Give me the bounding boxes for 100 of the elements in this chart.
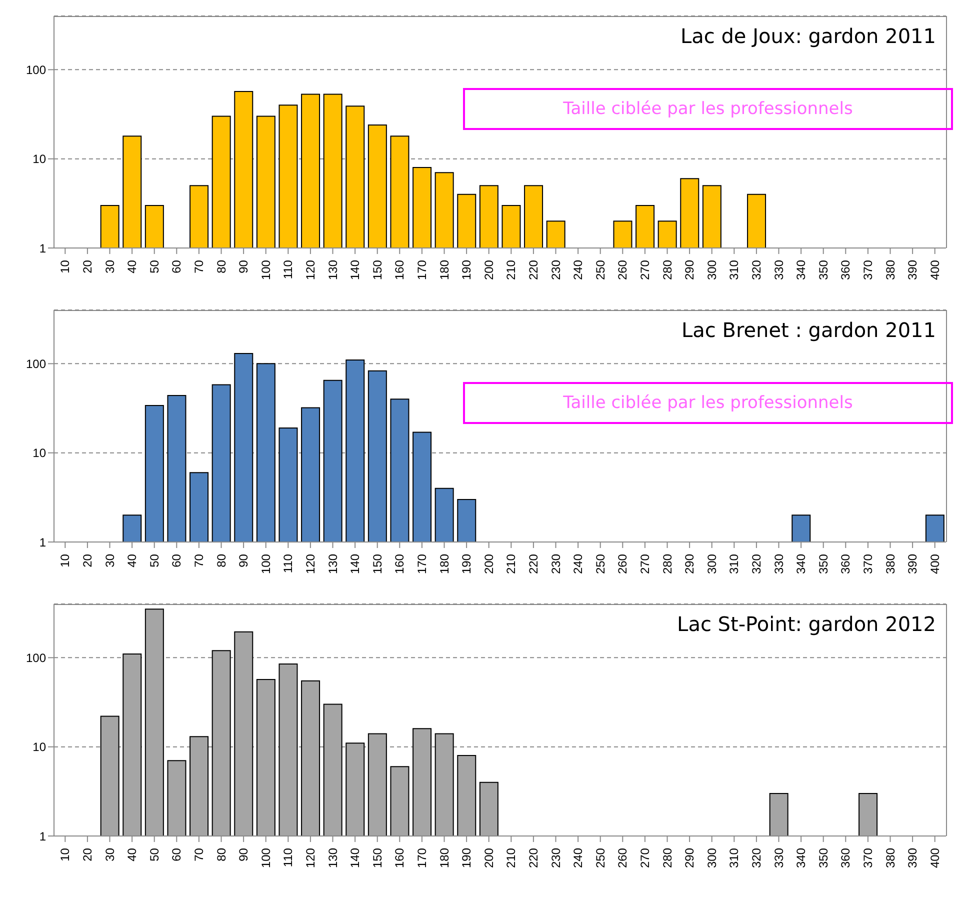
y-tick-label: 1: [39, 829, 46, 844]
x-tick-label: 140: [348, 554, 362, 574]
x-tick-label: 360: [838, 260, 853, 280]
x-tick-label: 150: [370, 260, 384, 280]
x-tick-label: 100: [258, 554, 273, 574]
annotation: Taille ciblée par les professionnels: [463, 88, 953, 130]
x-tick-label: 60: [170, 554, 184, 568]
x-tick-label: 330: [772, 260, 786, 280]
x-tick-label: 400: [928, 848, 942, 868]
x-tick-label: 130: [326, 260, 340, 280]
x-tick-label: 340: [794, 554, 808, 574]
x-tick-label: 310: [727, 554, 742, 574]
x-tick-label: 100: [258, 260, 273, 280]
x-tick-label: 160: [392, 554, 407, 574]
x-tick-label: 200: [482, 554, 496, 574]
x-tick-label: 240: [571, 260, 586, 280]
x-tick-label: 400: [928, 554, 942, 574]
chart-title: Lac St-Point: gardon 2012: [677, 612, 936, 636]
x-tick-label: 370: [860, 554, 875, 574]
y-tick-label: 10: [32, 446, 46, 460]
x-tick-label: 130: [326, 848, 340, 868]
x-tick-label: 110: [281, 848, 296, 868]
x-tick-label: 340: [794, 260, 808, 280]
x-tick-label: 260: [616, 554, 630, 574]
x-tick-label: 360: [838, 848, 853, 868]
x-tick-label: 80: [214, 848, 228, 862]
x-tick-label: 10: [58, 260, 72, 274]
x-tick-label: 280: [660, 260, 674, 280]
x-tick-label: 130: [326, 554, 340, 574]
x-tick-label: 300: [704, 848, 719, 868]
x-tick-label: 380: [883, 260, 898, 280]
x-tick-label: 120: [303, 554, 318, 574]
x-tick-label: 270: [638, 260, 652, 280]
x-tick-label: 150: [370, 554, 384, 574]
x-tick-label: 80: [214, 260, 228, 274]
x-tick-label: 280: [660, 848, 674, 868]
y-tick-label: 10: [32, 740, 46, 754]
y-tick-label: 100: [26, 650, 46, 665]
x-tick-label: 380: [883, 848, 898, 868]
x-tick-label: 90: [236, 848, 251, 862]
annotation: Taille ciblée par les professionnels: [463, 382, 953, 424]
x-tick-label: 120: [303, 848, 318, 868]
x-tick-label: 240: [571, 554, 586, 574]
x-tick-label: 260: [616, 848, 630, 868]
x-tick-label: 180: [437, 848, 452, 868]
x-tick-label: 230: [548, 554, 563, 574]
x-tick-label: 220: [526, 260, 540, 280]
x-tick-label: 380: [883, 554, 898, 574]
x-tick-label: 310: [727, 260, 742, 280]
x-tick-label: 170: [414, 848, 429, 868]
x-tick-label: 90: [236, 260, 251, 274]
x-tick-label: 20: [80, 554, 94, 568]
x-tick-label: 390: [906, 260, 920, 280]
x-tick-label: 80: [214, 554, 228, 568]
x-tick-label: 320: [749, 260, 764, 280]
x-tick-label: 390: [906, 848, 920, 868]
x-tick-label: 190: [460, 554, 474, 574]
x-tick-label: 40: [125, 260, 140, 274]
x-tick-label: 90: [236, 554, 251, 568]
x-tick-label: 30: [102, 554, 117, 568]
x-tick-label: 370: [860, 848, 875, 868]
x-tick-label: 210: [504, 848, 518, 868]
y-tick-label: 1: [39, 241, 46, 256]
x-tick-label: 40: [125, 554, 140, 568]
x-tick-label: 260: [616, 260, 630, 280]
x-tick-label: 30: [102, 260, 117, 274]
x-tick-label: 190: [460, 260, 474, 280]
x-tick-label: 350: [816, 848, 830, 868]
x-tick-label: 390: [906, 554, 920, 574]
x-tick-label: 220: [526, 848, 540, 868]
x-tick-label: 200: [482, 848, 496, 868]
x-tick-label: 60: [170, 848, 184, 862]
x-tick-label: 50: [147, 554, 162, 568]
x-tick-label: 60: [170, 260, 184, 274]
x-tick-label: 140: [348, 260, 362, 280]
x-tick-label: 270: [638, 554, 652, 574]
x-tick-label: 290: [682, 554, 697, 574]
x-tick-label: 250: [593, 260, 608, 280]
x-tick-label: 290: [682, 260, 697, 280]
x-tick-label: 210: [504, 260, 518, 280]
x-tick-label: 240: [571, 848, 586, 868]
x-tick-label: 120: [303, 260, 318, 280]
x-tick-label: 70: [192, 260, 206, 274]
x-tick-label: 110: [281, 260, 296, 280]
x-tick-label: 50: [147, 260, 162, 274]
x-tick-label: 140: [348, 848, 362, 868]
x-tick-label: 170: [414, 554, 429, 574]
x-tick-label: 250: [593, 848, 608, 868]
x-tick-label: 10: [58, 848, 72, 862]
x-tick-label: 270: [638, 848, 652, 868]
x-tick-label: 290: [682, 848, 697, 868]
x-tick-label: 330: [772, 554, 786, 574]
x-tick-label: 40: [125, 848, 140, 862]
x-tick-label: 360: [838, 554, 853, 574]
x-tick-label: 280: [660, 554, 674, 574]
x-tick-label: 350: [816, 554, 830, 574]
x-tick-label: 340: [794, 848, 808, 868]
x-tick-label: 20: [80, 260, 94, 274]
x-tick-label: 310: [727, 848, 742, 868]
x-tick-label: 180: [437, 260, 452, 280]
